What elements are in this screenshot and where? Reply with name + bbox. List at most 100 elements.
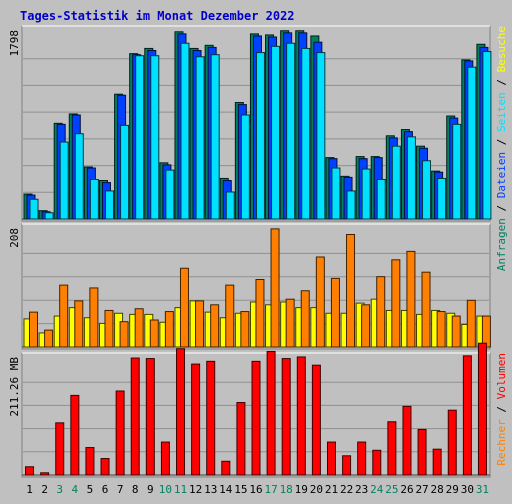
legend-group: Rechner / Volumen — [495, 353, 508, 466]
bar-volumen-day-16: Volumen 16: 207 — [251, 360, 261, 476]
bar-volumen-day-31: Volumen 31: 240 — [477, 342, 487, 476]
bar-volumen-day-12: Volumen 12: 202 — [191, 363, 201, 476]
x-tick-label-17: 17 — [264, 483, 277, 496]
x-tick-label-9: 9 — [147, 483, 154, 496]
bar-rechner-day-13: Rechner 13: 75 — [210, 304, 220, 348]
bar-seiten-day-15: Seiten 15: 1000 — [240, 114, 250, 220]
bar-seiten-day-12: Seiten 12: 1560 — [195, 56, 205, 220]
bar-seiten-day-13: Seiten 13: 1580 — [210, 54, 220, 220]
panel-max-label: 1798 — [8, 30, 21, 57]
x-tick-label-23: 23 — [355, 483, 368, 496]
x-tick-label-5: 5 — [87, 483, 94, 496]
x-tick-label-2: 2 — [41, 483, 48, 496]
bar-rechner-day-8: Rechner 8: 68 — [134, 308, 144, 348]
chart-panels: 1798Anfragen 1: 240Dateien 1: 230Seiten … — [8, 25, 492, 478]
x-tick-label-6: 6 — [102, 483, 109, 496]
legend-group: Anfragen / Dateien / Seiten / Besuche — [495, 26, 508, 271]
bar-volumen-day-4: Volumen 4: 145 — [70, 394, 80, 476]
bar-volumen-day-27: Volumen 27: 83 — [417, 428, 427, 476]
bar-seiten-day-9: Seiten 9: 1570 — [150, 55, 160, 220]
bar-rechner-day-19: Rechner 19: 100 — [300, 290, 310, 348]
x-tick-label-3: 3 — [56, 483, 63, 496]
legend-item-anfragen: Anfragen — [495, 218, 508, 271]
bar-seiten-day-5: Seiten 5: 380 — [89, 178, 99, 220]
x-tick-label-19: 19 — [295, 483, 308, 496]
bar-rechner-day-3: Rechner 3: 110 — [59, 284, 69, 348]
bar-seiten-day-24: Seiten 24: 380 — [376, 178, 386, 220]
bar-seiten-day-8: Seiten 8: 1570 — [135, 55, 145, 220]
bar-rechner-day-12: Rechner 12: 82 — [195, 300, 205, 348]
bar-volumen-day-7: Volumen 7: 153 — [115, 390, 125, 476]
bar-seiten-day-10: Seiten 10: 470 — [165, 169, 175, 220]
x-tick-label-24: 24 — [370, 483, 384, 496]
bar-volumen-day-29: Volumen 29: 118 — [447, 409, 457, 476]
bar-rechner-day-24: Rechner 24: 125 — [376, 276, 386, 348]
bar-volumen-day-20: Volumen 20: 200 — [311, 364, 321, 476]
bar-volumen-day-30: Volumen 30: 217 — [462, 355, 472, 476]
legend-item-dateien: Dateien — [495, 152, 508, 198]
bar-seiten-day-29: Seiten 29: 910 — [452, 123, 462, 220]
bar-rechner-day-2: Rechner 2: 30 — [44, 329, 54, 348]
bar-seiten-day-22: Seiten 22: 270 — [346, 190, 356, 220]
bar-rechner-day-14: Rechner 14: 110 — [225, 284, 235, 348]
bar-seiten-day-18: Seiten 18: 1690 — [286, 42, 296, 220]
bar-volumen-day-17: Volumen 17: 225 — [266, 350, 276, 476]
bar-seiten-day-4: Seiten 4: 820 — [74, 133, 84, 220]
x-axis-day-labels: 1 2 3 4 5 6 7 8 9 10 11 12 13 14 15 16 17 18 19 20 21 22 23 24 2… — [26, 483, 489, 496]
bar-seiten-day-2: Seiten 2: 60 — [44, 212, 54, 220]
bar-seiten-day-1: Seiten 1: 190 — [29, 198, 39, 220]
bar-volumen-day-14: Volumen 14: 25 — [221, 460, 231, 476]
bar-seiten-day-20: Seiten 20: 1600 — [316, 52, 326, 220]
bar-volumen-day-26: Volumen 26: 125 — [402, 405, 412, 476]
legend-item-seiten: Seiten — [495, 92, 508, 132]
bar-rechner-day-9: Rechner 9: 48 — [149, 319, 159, 348]
bar-rechner-day-30: Rechner 30: 83 — [466, 299, 476, 348]
bar-volumen-day-19: Volumen 19: 215 — [296, 356, 306, 476]
bar-volumen-day-23: Volumen 23: 60 — [357, 441, 367, 476]
x-tick-label-4: 4 — [72, 483, 79, 496]
x-tick-label-25: 25 — [385, 483, 398, 496]
bar-volumen-day-8: Volumen 8: 213 — [130, 357, 140, 476]
x-tick-label-31: 31 — [476, 483, 489, 496]
x-tick-label-8: 8 — [132, 483, 139, 496]
bar-volumen-day-15: Volumen 15: 132 — [236, 402, 246, 476]
x-tick-label-14: 14 — [219, 483, 233, 496]
legend-separator: / — [495, 198, 508, 218]
bar-volumen-day-3: Volumen 3: 95 — [55, 422, 65, 476]
bar-volumen-day-6: Volumen 6: 30 — [100, 458, 110, 476]
x-tick-label-21: 21 — [325, 483, 338, 496]
bar-seiten-day-17: Seiten 17: 1660 — [271, 45, 281, 220]
bar-rechner-day-26: Rechner 26: 170 — [406, 250, 416, 348]
x-tick-label-28: 28 — [431, 483, 444, 496]
bar-volumen-day-5: Volumen 5: 50 — [85, 447, 95, 476]
bar-rechner-day-29: Rechner 29: 55 — [451, 315, 461, 348]
bar-volumen-day-2: Volumen 2: 4 — [40, 472, 50, 476]
bar-volumen-day-24: Volumen 24: 45 — [372, 449, 382, 476]
legend-separator: / — [495, 72, 508, 92]
bar-rechner-day-5: Rechner 5: 105 — [89, 287, 99, 348]
bar-volumen-day-9: Volumen 9: 212 — [145, 358, 155, 476]
bar-volumen-day-18: Volumen 18: 212 — [281, 358, 291, 476]
panel-hits: 1798Anfragen 1: 240Dateien 1: 230Seiten … — [8, 25, 492, 222]
panel-max-label: 208 — [8, 228, 21, 248]
x-tick-label-22: 22 — [340, 483, 353, 496]
bar-volumen-day-22: Volumen 22: 35 — [342, 455, 352, 476]
bar-rechner-day-25: Rechner 25: 155 — [391, 259, 401, 348]
bar-seiten-day-21: Seiten 21: 490 — [331, 167, 341, 220]
chart-legend: Anfragen / Dateien / Seiten / Besuche Rec… — [495, 26, 508, 466]
x-tick-label-27: 27 — [415, 483, 428, 496]
bar-rechner-day-16: Rechner 16: 120 — [255, 279, 265, 348]
bar-rechner-day-17: Rechner 17: 210 — [270, 228, 280, 348]
bar-seiten-day-26: Seiten 26: 790 — [406, 136, 416, 220]
x-tick-label-18: 18 — [280, 483, 293, 496]
bar-volumen-day-28: Volumen 28: 47 — [432, 448, 442, 476]
x-tick-label-26: 26 — [400, 483, 413, 496]
legend-separator: / — [495, 132, 508, 152]
bar-volumen-day-25: Volumen 25: 97 — [387, 421, 397, 476]
bar-rechner-day-23: Rechner 23: 75 — [361, 304, 371, 348]
bar-rechner-day-4: Rechner 4: 82 — [74, 300, 84, 348]
bar-seiten-day-25: Seiten 25: 700 — [391, 145, 401, 220]
x-tick-label-11: 11 — [174, 483, 187, 496]
x-tick-label-16: 16 — [249, 483, 262, 496]
